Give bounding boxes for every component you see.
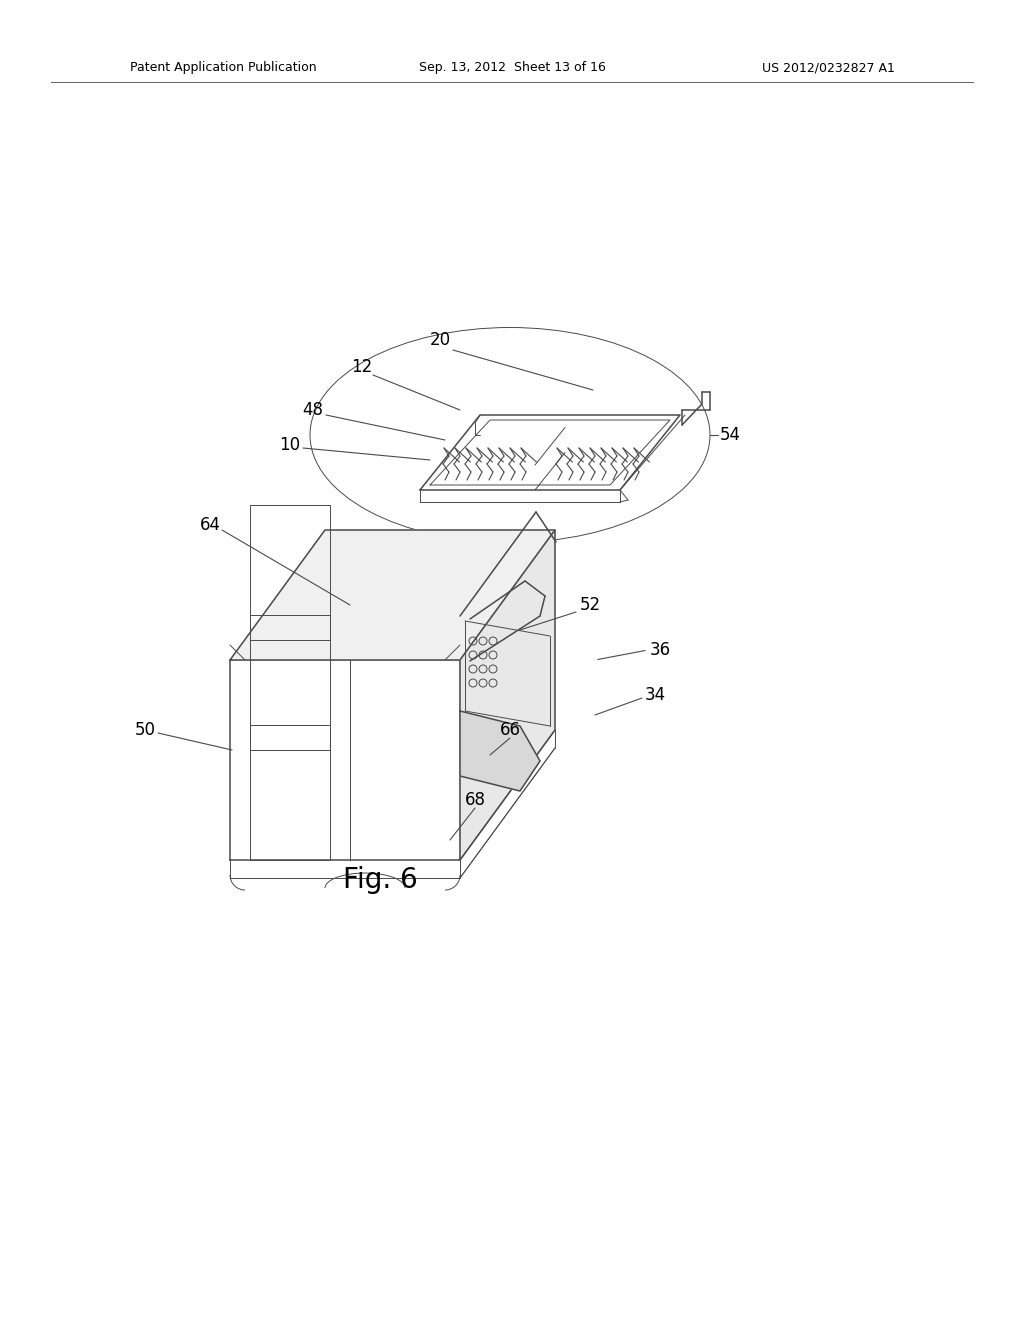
Text: 64: 64 bbox=[200, 516, 220, 535]
Text: 12: 12 bbox=[351, 358, 373, 376]
Text: Fig. 6: Fig. 6 bbox=[343, 866, 418, 894]
Text: Patent Application Publication: Patent Application Publication bbox=[130, 62, 316, 74]
Text: 54: 54 bbox=[720, 426, 741, 444]
Text: 66: 66 bbox=[500, 721, 520, 739]
Text: 68: 68 bbox=[465, 791, 485, 809]
Polygon shape bbox=[460, 711, 540, 791]
Text: 48: 48 bbox=[302, 401, 324, 418]
Text: 34: 34 bbox=[645, 686, 667, 704]
Text: 52: 52 bbox=[580, 597, 600, 614]
Polygon shape bbox=[230, 660, 460, 861]
Text: Sep. 13, 2012  Sheet 13 of 16: Sep. 13, 2012 Sheet 13 of 16 bbox=[419, 62, 605, 74]
Polygon shape bbox=[460, 531, 555, 861]
Text: US 2012/0232827 A1: US 2012/0232827 A1 bbox=[762, 62, 895, 74]
Text: 10: 10 bbox=[280, 436, 301, 454]
Text: 50: 50 bbox=[134, 721, 156, 739]
Text: 36: 36 bbox=[650, 642, 671, 659]
Polygon shape bbox=[230, 531, 555, 660]
Text: 20: 20 bbox=[429, 331, 451, 348]
